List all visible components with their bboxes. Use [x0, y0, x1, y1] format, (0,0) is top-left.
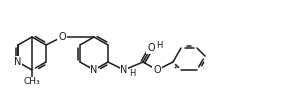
- Text: N: N: [120, 65, 128, 75]
- Text: H: H: [129, 70, 135, 79]
- Text: O: O: [58, 32, 66, 42]
- Text: O: O: [147, 43, 155, 53]
- Text: CH₃: CH₃: [24, 78, 40, 87]
- Text: H: H: [156, 41, 162, 51]
- Text: N: N: [90, 65, 98, 75]
- Text: O: O: [153, 65, 161, 75]
- Text: N: N: [14, 57, 22, 67]
